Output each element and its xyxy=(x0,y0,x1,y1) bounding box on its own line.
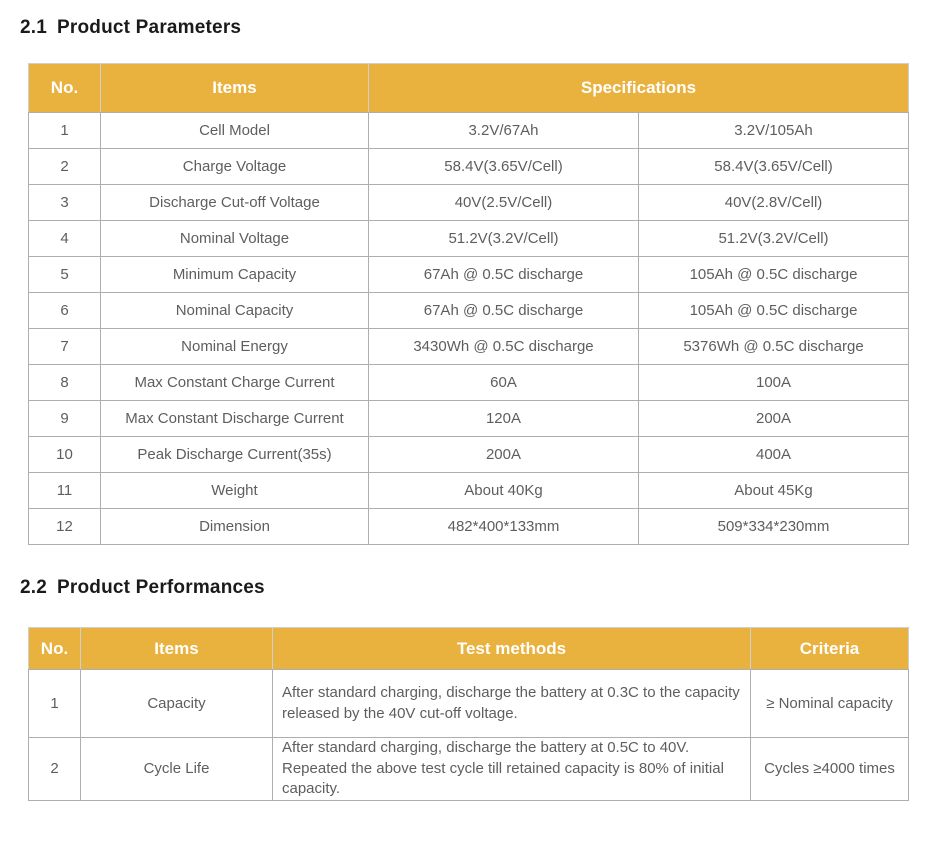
column-header-no: No. xyxy=(28,627,81,670)
parameter-row: 5 Minimum Capacity 67Ah @ 0.5C discharge… xyxy=(28,256,910,293)
row-number-cell: 9 xyxy=(28,400,101,437)
row-number-cell: 12 xyxy=(28,508,101,545)
parameter-row: 2 Charge Voltage 58.4V(3.65V/Cell) 58.4V… xyxy=(28,148,910,185)
parameter-row: 10 Peak Discharge Current(35s) 200A 400A xyxy=(28,436,910,473)
column-header-specifications: Specifications xyxy=(367,63,910,113)
section-number: 2.2 xyxy=(20,577,48,598)
parameter-row: 9 Max Constant Discharge Current 120A 20… xyxy=(28,400,910,437)
item-name-cell: Peak Discharge Current(35s) xyxy=(100,436,369,473)
row-number-cell: 2 xyxy=(28,148,101,185)
section-product-performances: 2.2 Product Performances No. Items Test m… xyxy=(20,576,909,801)
test-method-cell: After standard charging, discharge the b… xyxy=(272,737,751,801)
row-number-cell: 6 xyxy=(28,292,101,329)
specification-cell-model2: 51.2V(3.2V/Cell) xyxy=(637,220,910,257)
specification-cell-model2: 100A xyxy=(637,364,910,401)
row-number-cell: 5 xyxy=(28,256,101,293)
row-number-cell: 8 xyxy=(28,364,101,401)
header-row: No. Items Test methods Criteria xyxy=(28,627,909,670)
performance-row: 2 Cycle Life After standard charging, di… xyxy=(28,737,909,801)
specification-cell-model1: 67Ah @ 0.5C discharge xyxy=(368,292,639,329)
item-name-cell: Nominal Capacity xyxy=(100,292,369,329)
specification-cell-model2: 200A xyxy=(637,400,910,437)
performance-row: 1 Capacity After standard charging, disc… xyxy=(28,669,909,738)
row-number-cell: 2 xyxy=(28,737,81,801)
parameter-row: 7 Nominal Energy 3430Wh @ 0.5C discharge… xyxy=(28,328,910,365)
specification-cell-model1: 200A xyxy=(368,436,639,473)
item-name-cell: Minimum Capacity xyxy=(100,256,369,293)
specification-cell-model2: About 45Kg xyxy=(637,472,910,509)
item-name-cell: Discharge Cut-off Voltage xyxy=(100,184,369,221)
specification-cell-model2: 5376Wh @ 0.5C discharge xyxy=(637,328,910,365)
section-title-product-performances: 2.2 Product Performances xyxy=(20,576,908,600)
test-method-cell: After standard charging, discharge the b… xyxy=(272,669,751,738)
item-name-cell: Cell Model xyxy=(100,112,369,149)
parameter-row: 3 Discharge Cut-off Voltage 40V(2.5V/Cel… xyxy=(28,184,910,221)
column-header-no: No. xyxy=(28,63,101,113)
parameter-row: 1 Cell Model 3.2V/67Ah 3.2V/105Ah xyxy=(28,112,910,149)
parameter-row: 11 Weight About 40Kg About 45Kg xyxy=(28,472,910,509)
specification-cell-model1: About 40Kg xyxy=(368,472,639,509)
parameter-row: 4 Nominal Voltage 51.2V(3.2V/Cell) 51.2V… xyxy=(28,220,910,257)
row-number-cell: 11 xyxy=(28,472,101,509)
specification-cell-model1: 51.2V(3.2V/Cell) xyxy=(368,220,639,257)
item-name-cell: Nominal Energy xyxy=(100,328,369,365)
row-number-cell: 1 xyxy=(28,669,81,738)
specification-cell-model2: 105Ah @ 0.5C discharge xyxy=(637,292,910,329)
parameters-table-header: No. Items Specifications xyxy=(28,63,910,113)
row-number-cell: 7 xyxy=(28,328,101,365)
specification-cell-model2: 58.4V(3.65V/Cell) xyxy=(637,148,910,185)
parameter-row: 12 Dimension 482*400*133mm 509*334*230mm xyxy=(28,508,910,545)
item-name-cell: Max Constant Discharge Current xyxy=(100,400,369,437)
row-number-cell: 1 xyxy=(28,112,101,149)
column-header-items: Items xyxy=(100,63,369,113)
product-parameters-table: No. Items Specifications 1 Cell Model 3.… xyxy=(28,63,910,545)
item-name-cell: Weight xyxy=(100,472,369,509)
specification-cell-model1: 120A xyxy=(368,400,639,437)
specification-cell-model1: 40V(2.5V/Cell) xyxy=(368,184,639,221)
criteria-cell: Cycles ≥4000 times xyxy=(750,737,909,801)
column-header-test-methods: Test methods xyxy=(272,627,751,670)
parameter-row: 8 Max Constant Charge Current 60A 100A xyxy=(28,364,910,401)
item-name-cell: Capacity xyxy=(80,669,273,738)
product-performances-table: No. Items Test methods Criteria 1 Capaci… xyxy=(28,627,909,801)
section-heading-text: Product Performances xyxy=(57,577,265,598)
item-name-cell: Charge Voltage xyxy=(100,148,369,185)
section-heading-text: Product Parameters xyxy=(57,17,242,38)
section-title-product-parameters: 2.1 Product Parameters xyxy=(20,16,908,40)
item-name-cell: Dimension xyxy=(100,508,369,545)
specification-cell-model1: 3.2V/67Ah xyxy=(368,112,639,149)
specification-cell-model2: 400A xyxy=(637,436,910,473)
item-name-cell: Cycle Life xyxy=(80,737,273,801)
section-product-parameters: 2.1 Product Parameters No. Items Specific… xyxy=(20,16,910,545)
row-number-cell: 4 xyxy=(28,220,101,257)
specification-cell-model1: 60A xyxy=(368,364,639,401)
specification-cell-model2: 3.2V/105Ah xyxy=(637,112,910,149)
section-number: 2.1 xyxy=(20,17,48,38)
column-header-items: Items xyxy=(80,627,273,670)
row-number-cell: 3 xyxy=(28,184,101,221)
specification-cell-model1: 3430Wh @ 0.5C discharge xyxy=(368,328,639,365)
criteria-cell: ≥ Nominal capacity xyxy=(750,669,909,738)
item-name-cell: Max Constant Charge Current xyxy=(100,364,369,401)
specification-cell-model2: 40V(2.8V/Cell) xyxy=(637,184,910,221)
specification-cell-model2: 509*334*230mm xyxy=(637,508,910,545)
header-row: No. Items Specifications xyxy=(28,63,910,113)
specification-cell-model1: 482*400*133mm xyxy=(368,508,639,545)
row-number-cell: 10 xyxy=(28,436,101,473)
column-header-criteria: Criteria xyxy=(750,627,909,670)
specification-cell-model1: 58.4V(3.65V/Cell) xyxy=(368,148,639,185)
specification-cell-model1: 67Ah @ 0.5C discharge xyxy=(368,256,639,293)
item-name-cell: Nominal Voltage xyxy=(100,220,369,257)
performances-table-header: No. Items Test methods Criteria xyxy=(28,627,909,670)
specification-cell-model2: 105Ah @ 0.5C discharge xyxy=(637,256,910,293)
parameter-row: 6 Nominal Capacity 67Ah @ 0.5C discharge… xyxy=(28,292,910,329)
performances-table-body: 1 Capacity After standard charging, disc… xyxy=(28,669,909,801)
parameters-table-body: 1 Cell Model 3.2V/67Ah 3.2V/105Ah 2 Char… xyxy=(28,112,910,545)
